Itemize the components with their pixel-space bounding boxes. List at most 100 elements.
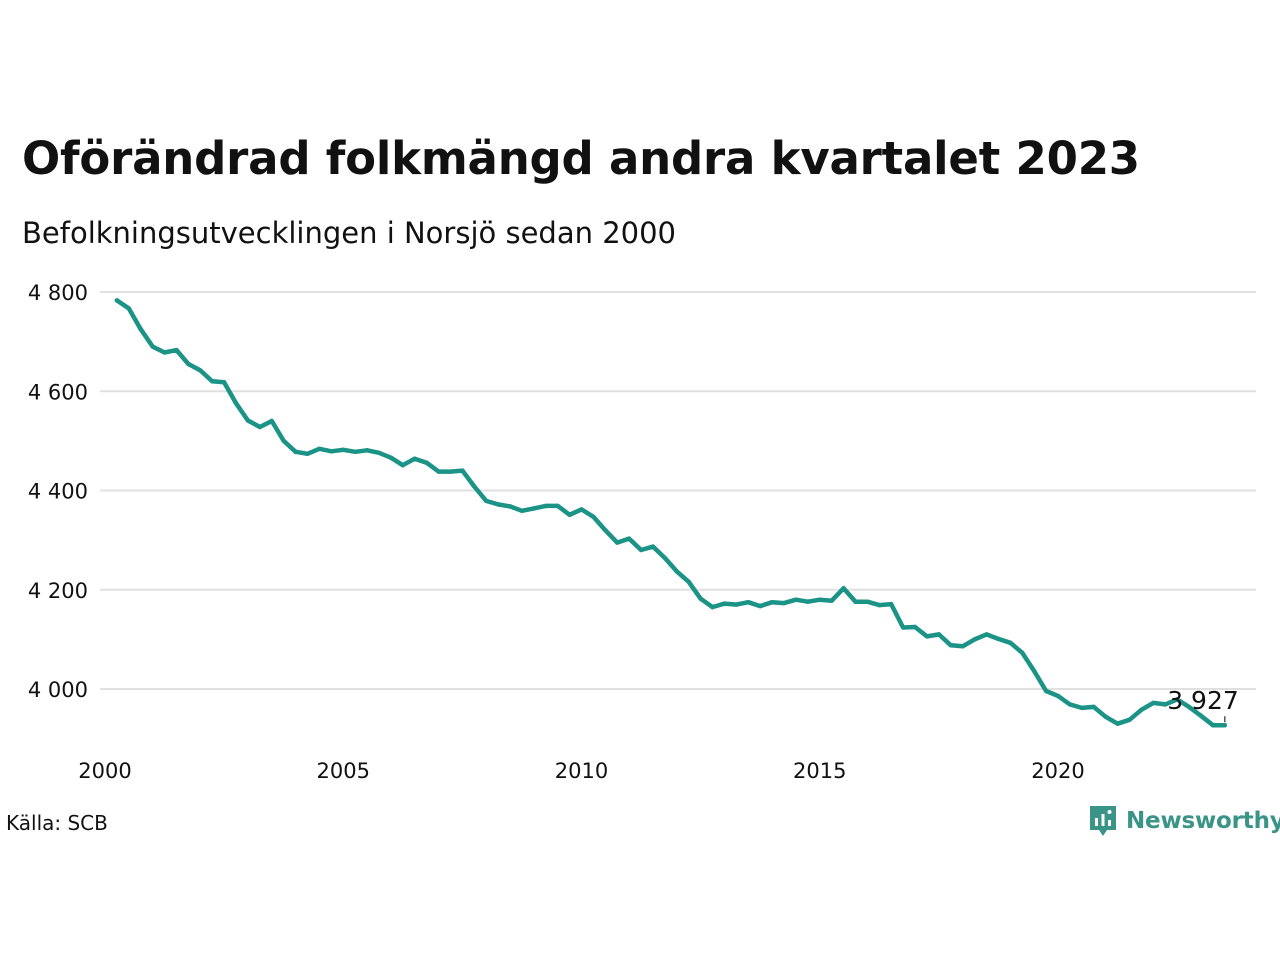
data-point bbox=[317, 446, 322, 451]
data-point bbox=[1103, 714, 1108, 719]
data-point bbox=[531, 506, 536, 511]
x-tick-label: 2020 bbox=[1031, 759, 1084, 783]
data-point bbox=[1139, 707, 1144, 712]
data-point bbox=[984, 632, 989, 637]
data-point bbox=[591, 514, 596, 519]
x-tick-label: 2000 bbox=[78, 759, 131, 783]
brand-logo[interactable]: Newsworthy bbox=[1088, 804, 1280, 838]
data-point bbox=[603, 528, 608, 533]
data-point bbox=[257, 424, 263, 430]
x-axis-ticks: 2000 2005 2010 2015 2020 bbox=[78, 759, 1084, 783]
end-label-layer: 3 927 bbox=[1167, 686, 1239, 723]
data-point bbox=[1091, 704, 1096, 710]
data-point bbox=[1115, 721, 1120, 726]
data-point bbox=[793, 597, 799, 602]
data-point bbox=[1174, 697, 1180, 702]
y-tick-label: 4 000 bbox=[28, 678, 88, 702]
data-point bbox=[1210, 723, 1216, 728]
data-point bbox=[543, 503, 548, 509]
data-point bbox=[912, 624, 918, 630]
data-point bbox=[174, 347, 179, 353]
data-point bbox=[841, 586, 846, 591]
data-point bbox=[924, 634, 930, 639]
y-tick-label: 4 200 bbox=[28, 579, 88, 603]
chart-title: Oförändrad folkmängd andra kvartalet 202… bbox=[22, 132, 1140, 185]
data-point bbox=[245, 418, 251, 423]
series-layer bbox=[114, 298, 1228, 728]
data-point bbox=[865, 599, 870, 604]
data-point bbox=[996, 636, 1001, 642]
data-point bbox=[162, 350, 167, 355]
data-point bbox=[198, 368, 203, 373]
series-line-0 bbox=[114, 298, 1228, 728]
chart-bubble-icon bbox=[1090, 806, 1116, 836]
data-point bbox=[1222, 723, 1228, 728]
data-point bbox=[686, 579, 691, 584]
data-point bbox=[698, 596, 703, 601]
data-point bbox=[817, 597, 822, 602]
gridlines bbox=[100, 291, 1256, 690]
data-point bbox=[114, 298, 120, 303]
data-point bbox=[734, 602, 739, 607]
data-point bbox=[353, 449, 358, 454]
data-point bbox=[769, 600, 775, 605]
data-point bbox=[900, 625, 906, 630]
data-point bbox=[233, 401, 239, 406]
data-point bbox=[805, 599, 810, 604]
data-point bbox=[364, 448, 370, 453]
data-point bbox=[579, 507, 584, 512]
data-point bbox=[412, 456, 417, 461]
data-point bbox=[281, 438, 286, 444]
data-point bbox=[1079, 705, 1085, 711]
x-tick-label: 2015 bbox=[793, 759, 846, 783]
data-point bbox=[1127, 717, 1132, 722]
data-point bbox=[388, 455, 394, 460]
data-point bbox=[555, 503, 560, 509]
data-point bbox=[507, 504, 513, 509]
data-point bbox=[710, 604, 715, 610]
data-point bbox=[472, 484, 477, 489]
data-point bbox=[221, 380, 227, 385]
data-point bbox=[186, 361, 191, 367]
data-point bbox=[448, 469, 453, 474]
data-point bbox=[424, 460, 429, 465]
data-point bbox=[138, 327, 143, 332]
y-tick-label: 4 800 bbox=[28, 281, 88, 305]
data-point bbox=[460, 468, 465, 473]
data-point bbox=[329, 449, 334, 454]
data-point bbox=[519, 508, 525, 513]
data-point bbox=[615, 540, 620, 545]
data-point bbox=[126, 306, 131, 311]
data-point bbox=[626, 536, 632, 541]
data-point bbox=[269, 418, 274, 424]
data-point bbox=[1020, 650, 1025, 655]
data-point bbox=[948, 643, 953, 648]
data-point bbox=[674, 569, 679, 574]
data-point bbox=[1043, 688, 1049, 694]
data-point bbox=[638, 547, 644, 553]
data-point bbox=[829, 598, 834, 603]
data-point bbox=[960, 644, 965, 649]
data-point bbox=[305, 451, 310, 456]
data-point bbox=[746, 600, 751, 605]
data-point bbox=[400, 463, 405, 468]
data-point bbox=[150, 344, 155, 349]
data-point bbox=[650, 544, 656, 549]
data-point bbox=[889, 601, 894, 607]
data-point bbox=[341, 447, 346, 452]
data-point bbox=[936, 632, 942, 637]
data-point bbox=[1198, 713, 1204, 718]
data-point bbox=[758, 603, 763, 609]
data-point bbox=[877, 602, 882, 608]
data-point bbox=[1151, 700, 1156, 706]
data-point bbox=[1163, 702, 1168, 707]
data-point bbox=[1055, 693, 1061, 699]
data-point bbox=[210, 379, 215, 384]
data-point bbox=[853, 599, 858, 604]
brand-name: Newsworthy bbox=[1126, 808, 1280, 834]
data-point bbox=[376, 450, 382, 455]
data-point bbox=[567, 512, 572, 517]
data-point bbox=[1186, 704, 1192, 710]
x-tick-label: 2005 bbox=[317, 759, 370, 783]
